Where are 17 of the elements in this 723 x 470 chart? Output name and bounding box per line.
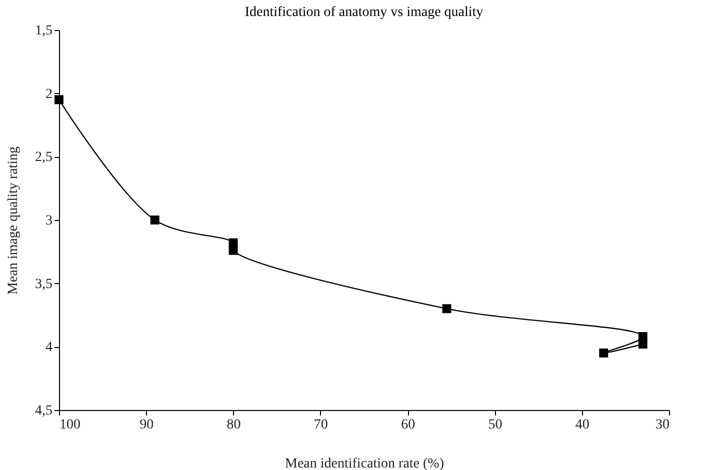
chart-title: Identification of anatomy vs image quality: [244, 5, 484, 20]
y-tick-label: 3: [46, 214, 52, 228]
x-tick-label: 100: [60, 418, 80, 432]
y-tick-label: 1,5: [35, 24, 52, 38]
x-tick-label: 30: [656, 418, 670, 432]
x-tick-label: 60: [401, 418, 416, 432]
y-tick-label: 4,5: [35, 404, 52, 418]
x-tick-label: 90: [140, 418, 154, 432]
x-tick-label: 80: [226, 418, 241, 432]
x-tick-label: 40: [575, 418, 590, 432]
y-tick-label: 3,5: [35, 276, 52, 292]
y-tick-label: 2,5: [35, 150, 52, 166]
x-tick-label: 70: [314, 418, 328, 432]
y-tick-label: 4: [46, 340, 52, 356]
x-tick-label: 50: [488, 418, 502, 432]
y-tick-label: 2: [46, 86, 52, 102]
y-axis-title: Mean image quality rating: [6, 146, 21, 295]
